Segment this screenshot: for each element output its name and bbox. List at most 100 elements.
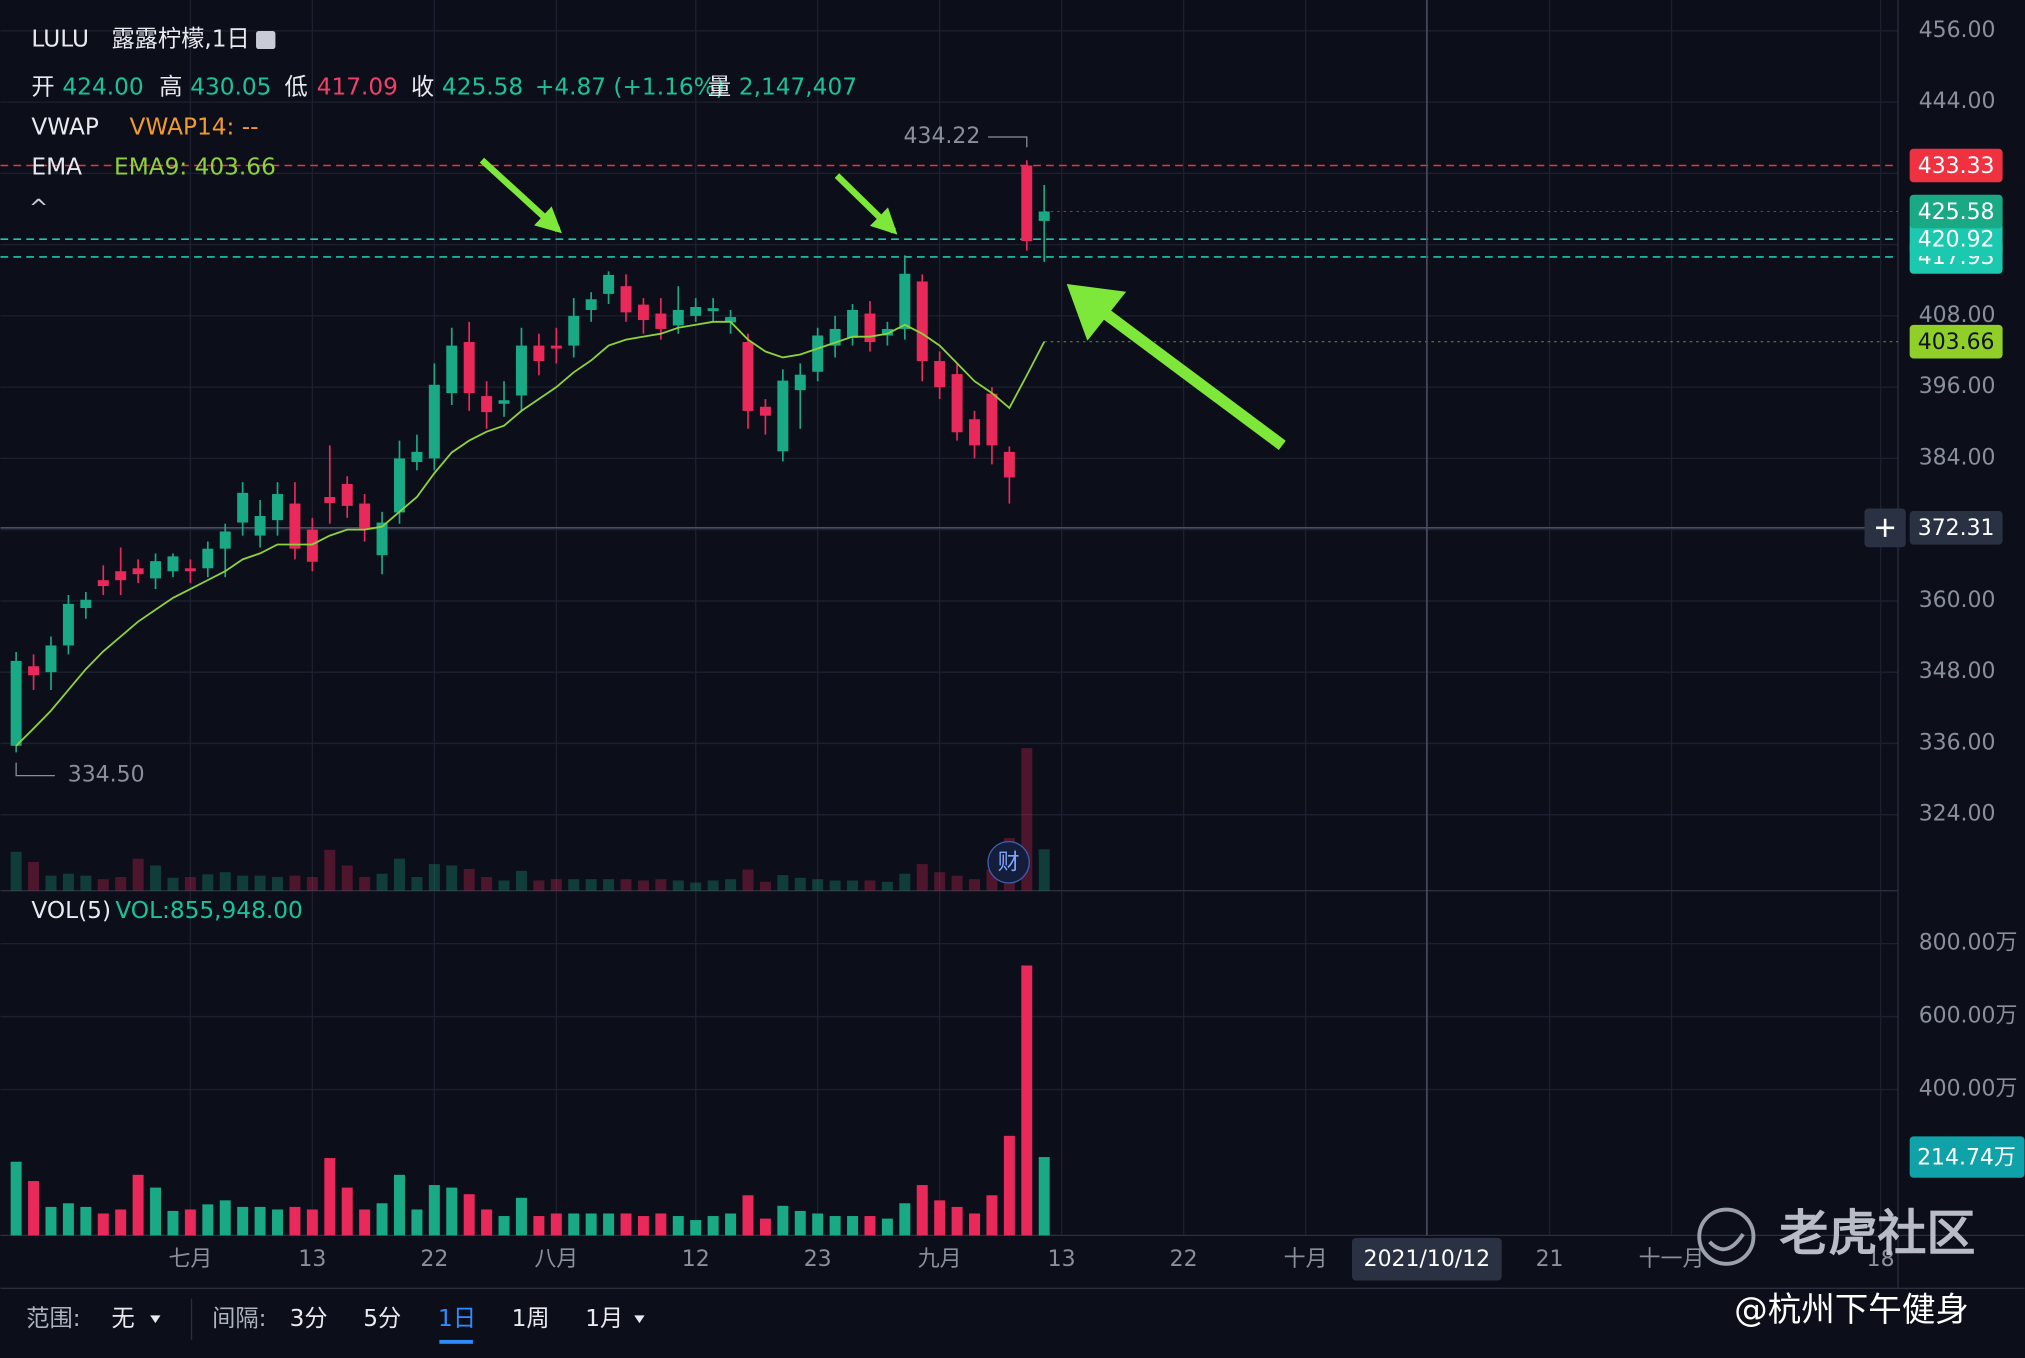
volume-overlay-bar (28, 861, 40, 891)
symbol-name: 露露柠檬,1日 (111, 26, 249, 53)
volume-overlay-bar (62, 873, 74, 891)
candle-body (62, 603, 74, 646)
y-tick-label: 444.00 (1919, 89, 1996, 114)
volume-overlay-bar (951, 875, 963, 891)
arrow (479, 157, 562, 234)
earnings-icon[interactable] (987, 841, 1030, 884)
candle-body (289, 503, 301, 549)
volume-overlay-bar (411, 877, 423, 891)
volume-overlay-bar (359, 877, 371, 891)
volume-overlay-bar (603, 879, 615, 891)
candle-body (1038, 211, 1050, 221)
volume-overlay-bar (759, 881, 771, 891)
candle-body (934, 361, 946, 388)
volume-bar (777, 1205, 789, 1236)
volume-overlay-bar (150, 865, 162, 891)
y-tick-label: 348.00 (1919, 659, 1996, 684)
volume-bar (916, 1185, 928, 1236)
vwap-value: VWAP14: -- (130, 113, 259, 140)
y-tick-label: 360.00 (1919, 588, 1996, 613)
watermark-logo (1708, 1232, 1745, 1252)
toolbar: 范围: 无 间隔: 3分 5分 1日 1周 1月 (26, 1298, 645, 1344)
range-select[interactable]: 无 (111, 1305, 134, 1332)
volume-bar (742, 1195, 754, 1236)
volume-bar (585, 1213, 597, 1236)
arrow (834, 173, 898, 235)
active-underline (439, 1339, 473, 1344)
candle-body (568, 315, 580, 346)
candle-body (899, 273, 911, 329)
ema-value: EMA9: 403.66 (114, 153, 276, 180)
volume-overlay-bar (10, 851, 22, 891)
volume-bar (498, 1216, 510, 1236)
interval-option[interactable]: 5分 (363, 1305, 401, 1332)
volume-value: 2,147,407 (739, 73, 857, 100)
interval-label: 间隔: (212, 1305, 266, 1332)
dropdown-icon[interactable] (150, 1315, 161, 1324)
volume-overlay-bar (80, 875, 92, 891)
candle-body (376, 522, 388, 556)
candle-body (272, 494, 283, 521)
candle-body (550, 345, 562, 349)
volume-overlay-bar (115, 877, 127, 891)
candle-body (794, 374, 806, 391)
watermark-user: @杭州下午健身 (1734, 1290, 1969, 1329)
interval-option-active[interactable]: 1日 (438, 1305, 476, 1332)
candle-body (533, 345, 545, 362)
volume-bar (881, 1218, 893, 1236)
volume-bar (306, 1209, 318, 1236)
volume-bar (289, 1206, 301, 1236)
candle-body (620, 286, 632, 313)
candle-body (463, 342, 475, 394)
volume-label: 量 (708, 73, 731, 100)
volume-bar (254, 1206, 266, 1236)
volume-overlay-bar (394, 858, 405, 891)
volume-overlay-bar (202, 874, 214, 891)
volume-overlay-bar (446, 865, 458, 891)
candle-body (986, 393, 998, 446)
volume-tick-label: 400.00万 (1919, 1076, 2018, 1101)
x-tick-label: 九月 (918, 1247, 962, 1272)
interval-option[interactable]: 1周 (512, 1305, 550, 1332)
volume-bar (515, 1197, 527, 1236)
crosshair-date: 2021/10/12 (1364, 1247, 1490, 1272)
arrow (1081, 293, 1286, 451)
candle-body (864, 313, 876, 343)
volume-bar (446, 1187, 458, 1236)
x-tick-label: 八月 (534, 1247, 578, 1272)
volume-overlay-bar (324, 849, 336, 891)
x-tick-label: 十一月 (1639, 1247, 1705, 1272)
interval-option[interactable]: 3分 (290, 1305, 328, 1332)
volume-bar (1038, 1157, 1050, 1236)
volume-overlay-bar (986, 869, 998, 891)
low-label: 低 (284, 73, 307, 100)
low-annotation-line (15, 762, 55, 777)
info-icon[interactable] (256, 30, 276, 50)
candle-body (951, 374, 963, 433)
candle-body (341, 483, 353, 506)
candle-body (184, 568, 196, 572)
price-tag (1909, 324, 2003, 359)
volume-overlay-bar (45, 875, 57, 891)
candle-body (969, 419, 980, 446)
volume-overlay-bar (620, 879, 632, 891)
x-tick-label: 23 (804, 1247, 832, 1272)
candle-body (219, 531, 231, 549)
collapse-button[interactable]: ^ (29, 195, 48, 222)
dropdown-icon[interactable] (634, 1315, 645, 1324)
volume-bar (97, 1213, 109, 1236)
volume-overlay-bar (289, 875, 301, 891)
x-tick-label: 22 (1170, 1247, 1198, 1272)
volume-overlay-bar (794, 877, 806, 891)
earnings-icon-label[interactable]: 财 (998, 851, 1020, 876)
volume-overlay-bar (376, 873, 388, 891)
volume-overlay-bar (533, 880, 545, 891)
volume-tag (1909, 1136, 2025, 1178)
candle-body (690, 306, 702, 316)
crosshair-add-icon[interactable] (1876, 518, 1895, 537)
volume-bar (690, 1220, 702, 1236)
candle-body (777, 380, 789, 452)
change: +4.87 (+1.16%) (535, 73, 725, 100)
interval-option[interactable]: 1月 (585, 1305, 623, 1332)
